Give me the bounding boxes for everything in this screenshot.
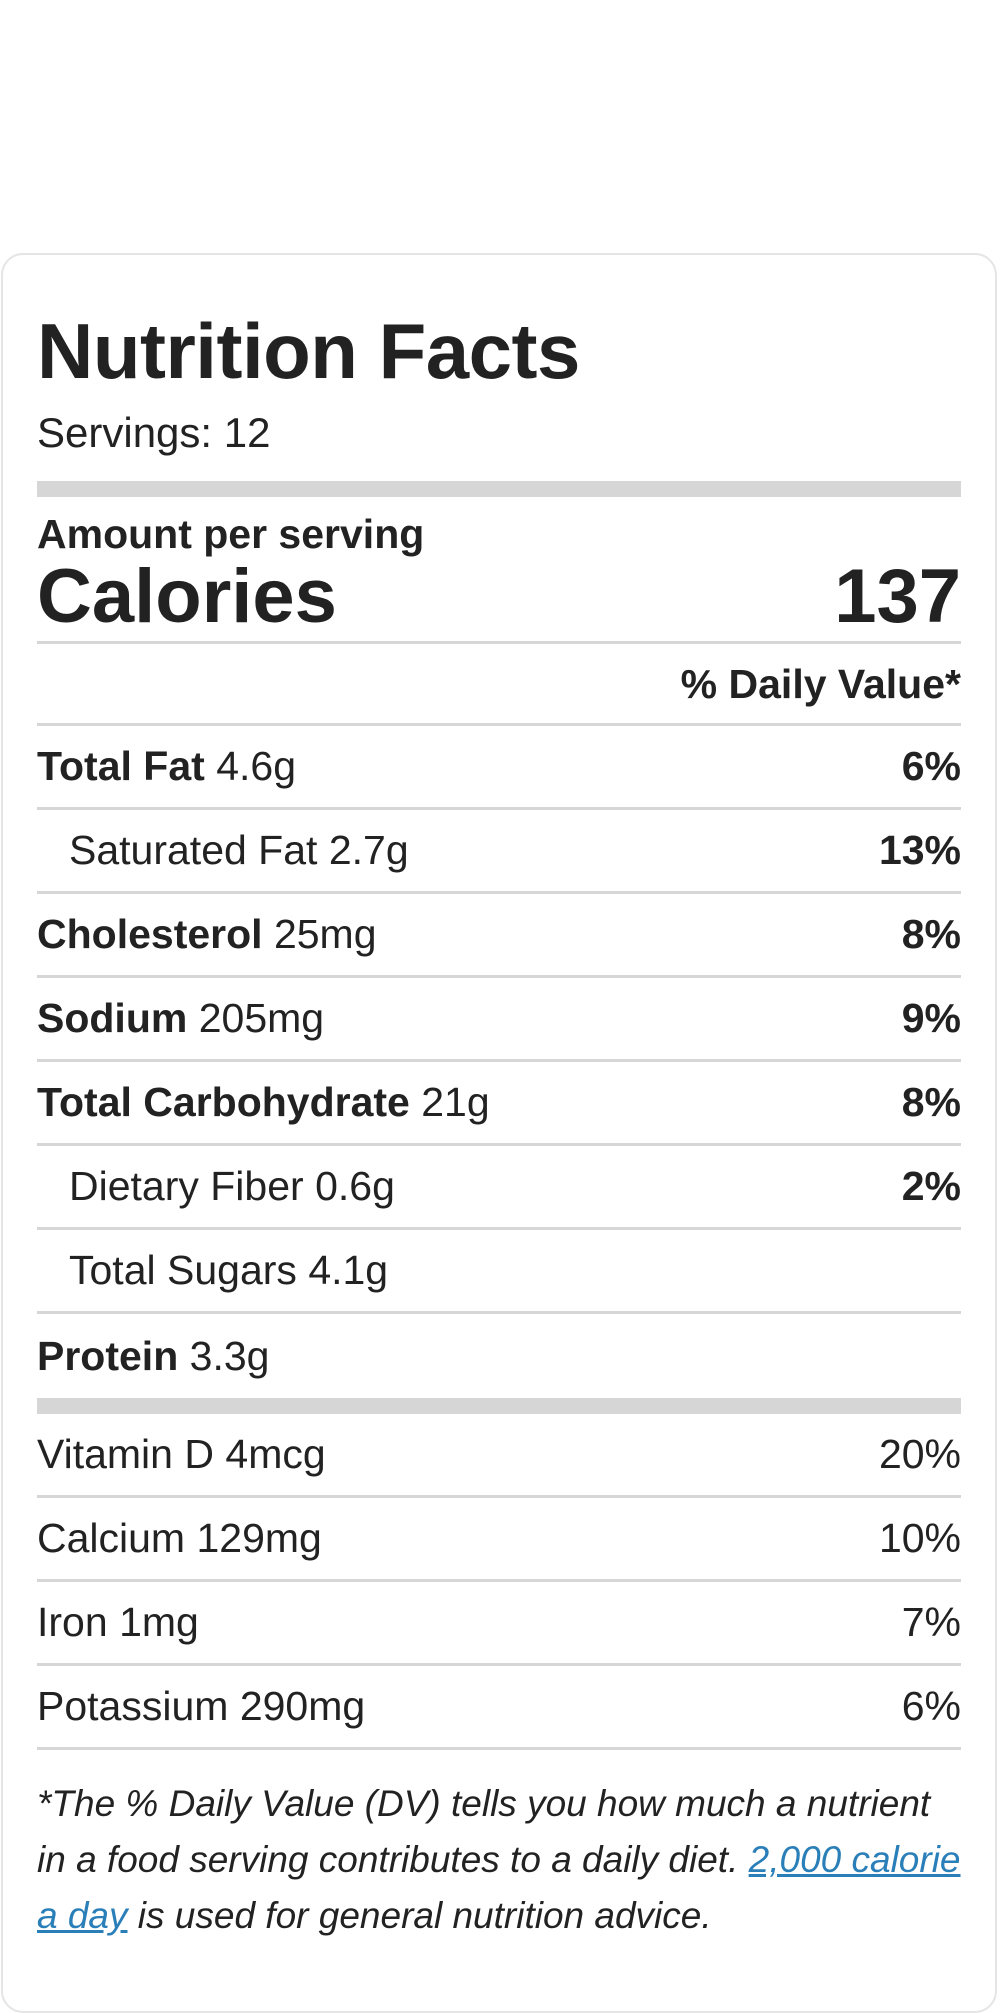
- footnote-text: *The % Daily Value (DV) tells you how mu…: [37, 1783, 931, 1880]
- nutrient-row-dietary-fiber: Dietary Fiber 0.6g 2%: [37, 1146, 961, 1230]
- servings-count: Servings: 12: [37, 409, 271, 456]
- footnote-tail: is used for general nutrition advice.: [137, 1895, 712, 1936]
- nutrient-name: Sodium: [37, 995, 188, 1041]
- calories-row: Calories 137: [37, 557, 961, 644]
- nutrient-amount: 3.3g: [189, 1332, 270, 1379]
- vitamin-row-iron: Iron 1mg 7%: [37, 1582, 961, 1666]
- nutrient-row-total-fat: Total Fat 4.6g 6%: [37, 726, 961, 810]
- nutrient-name: Total Sugars: [69, 1247, 297, 1293]
- vitamin-row-calcium: Calcium 129mg 10%: [37, 1498, 961, 1582]
- vitamin-name: Vitamin D: [37, 1431, 214, 1477]
- nutrient-row-protein: Protein 3.3g: [37, 1314, 961, 1398]
- nutrient-percent: 6%: [901, 743, 961, 789]
- vitamin-name: Potassium: [37, 1683, 229, 1729]
- vitamin-percent: 6%: [901, 1683, 961, 1729]
- nutrient-percent: 13%: [878, 827, 961, 873]
- vitamin-amount: 1mg: [119, 1599, 199, 1645]
- nutrient-amount: 25mg: [273, 911, 377, 957]
- nutrient-amount: 0.6g: [315, 1163, 395, 1209]
- nutrition-card: Nutrition Facts Servings: 12 Amount per …: [1, 253, 997, 2013]
- nutrient-row-saturated-fat: Saturated Fat 2.7g 13%: [37, 810, 961, 894]
- nutrient-name: Dietary Fiber: [69, 1163, 304, 1209]
- vitamin-name: Calcium: [37, 1515, 186, 1561]
- nutrient-name: Total Fat: [37, 743, 205, 789]
- nutrient-row-sodium: Sodium 205mg 9%: [37, 978, 961, 1062]
- nutrient-name: Total Carbohydrate: [37, 1079, 410, 1125]
- vitamin-amount: 129mg: [196, 1515, 322, 1561]
- nutrient-amount: 21g: [421, 1079, 490, 1125]
- vitamin-row-vitamin-d: Vitamin D 4mcg 20%: [37, 1414, 961, 1498]
- nutrient-percent: 9%: [901, 995, 961, 1041]
- nutrient-amount: 4.1g: [308, 1247, 389, 1293]
- vitamin-name: Iron: [37, 1599, 108, 1645]
- nutrient-percent: 8%: [901, 1079, 961, 1125]
- vitamin-row-potassium: Potassium 290mg 6%: [37, 1666, 961, 1750]
- nutrition-panel: Nutrition Facts Servings: 12 Amount per …: [37, 311, 961, 1944]
- nutrient-row-cholesterol: Cholesterol 25mg 8%: [37, 894, 961, 978]
- nutrient-row-total-carbohydrate: Total Carbohydrate 21g 8%: [37, 1062, 961, 1146]
- daily-value-header: % Daily Value*: [37, 644, 961, 726]
- nutrient-row-total-sugars: Total Sugars 4.1g: [37, 1230, 961, 1314]
- nutrient-percent: 8%: [901, 911, 961, 957]
- nutrient-amount: 4.6g: [216, 743, 297, 789]
- nutrient-name: Saturated Fat: [69, 827, 318, 873]
- nutrient-name: Cholesterol: [37, 911, 263, 957]
- calories-value: 137: [834, 554, 961, 639]
- nutrition-title: Nutrition Facts: [37, 307, 580, 395]
- vitamin-percent: 20%: [878, 1431, 961, 1477]
- vitamin-percent: 7%: [901, 1599, 961, 1645]
- nutrient-percent: 2%: [901, 1163, 961, 1209]
- nutrient-amount: 2.7g: [328, 827, 409, 873]
- thick-divider: [37, 481, 961, 497]
- amount-per-serving-label: Amount per serving: [37, 511, 425, 557]
- vitamin-percent: 10%: [878, 1515, 961, 1561]
- calorie-guide-link[interactable]: 2,000 calorie a day: [37, 1839, 961, 1936]
- vitamin-amount: 4mcg: [225, 1431, 326, 1477]
- nutrient-name: Protein: [37, 1332, 179, 1379]
- vitamin-amount: 290mg: [239, 1683, 366, 1729]
- thick-divider: [37, 1398, 961, 1414]
- nutrient-amount: 205mg: [198, 995, 325, 1041]
- daily-value-footnote: *The % Daily Value (DV) tells you how mu…: [37, 1776, 961, 1944]
- calories-label: Calories: [37, 554, 337, 639]
